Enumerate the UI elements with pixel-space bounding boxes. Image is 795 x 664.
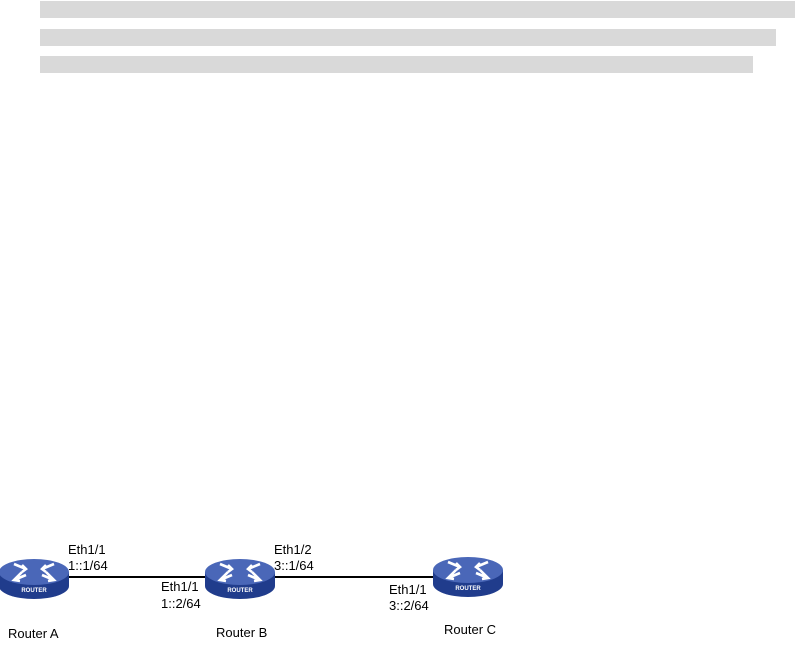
router-a-eth-label: Eth1/1 <box>68 542 106 557</box>
highlight-bar <box>40 29 776 46</box>
router-c-icon <box>431 555 505 599</box>
router-b-name: Router B <box>216 625 268 640</box>
router-c-eth-label: Eth1/1 <box>389 582 427 597</box>
router-a-ip-label: 1::1/64 <box>68 558 108 573</box>
router-a-icon <box>0 557 71 601</box>
router-a-name: Router A <box>8 626 59 641</box>
router-c-ip-label: 3::2/64 <box>389 598 429 613</box>
router-b-eth11-label: Eth1/1 <box>161 579 199 594</box>
router-b-icon <box>203 557 277 601</box>
highlight-bar <box>40 1 795 18</box>
router-b-eth12-label: Eth1/2 <box>274 542 312 557</box>
router-b-ip1-label: 1::2/64 <box>161 596 201 611</box>
router-b-ip3-label: 3::1/64 <box>274 558 314 573</box>
highlight-bar <box>40 56 753 73</box>
router-c-name: Router C <box>444 622 497 637</box>
